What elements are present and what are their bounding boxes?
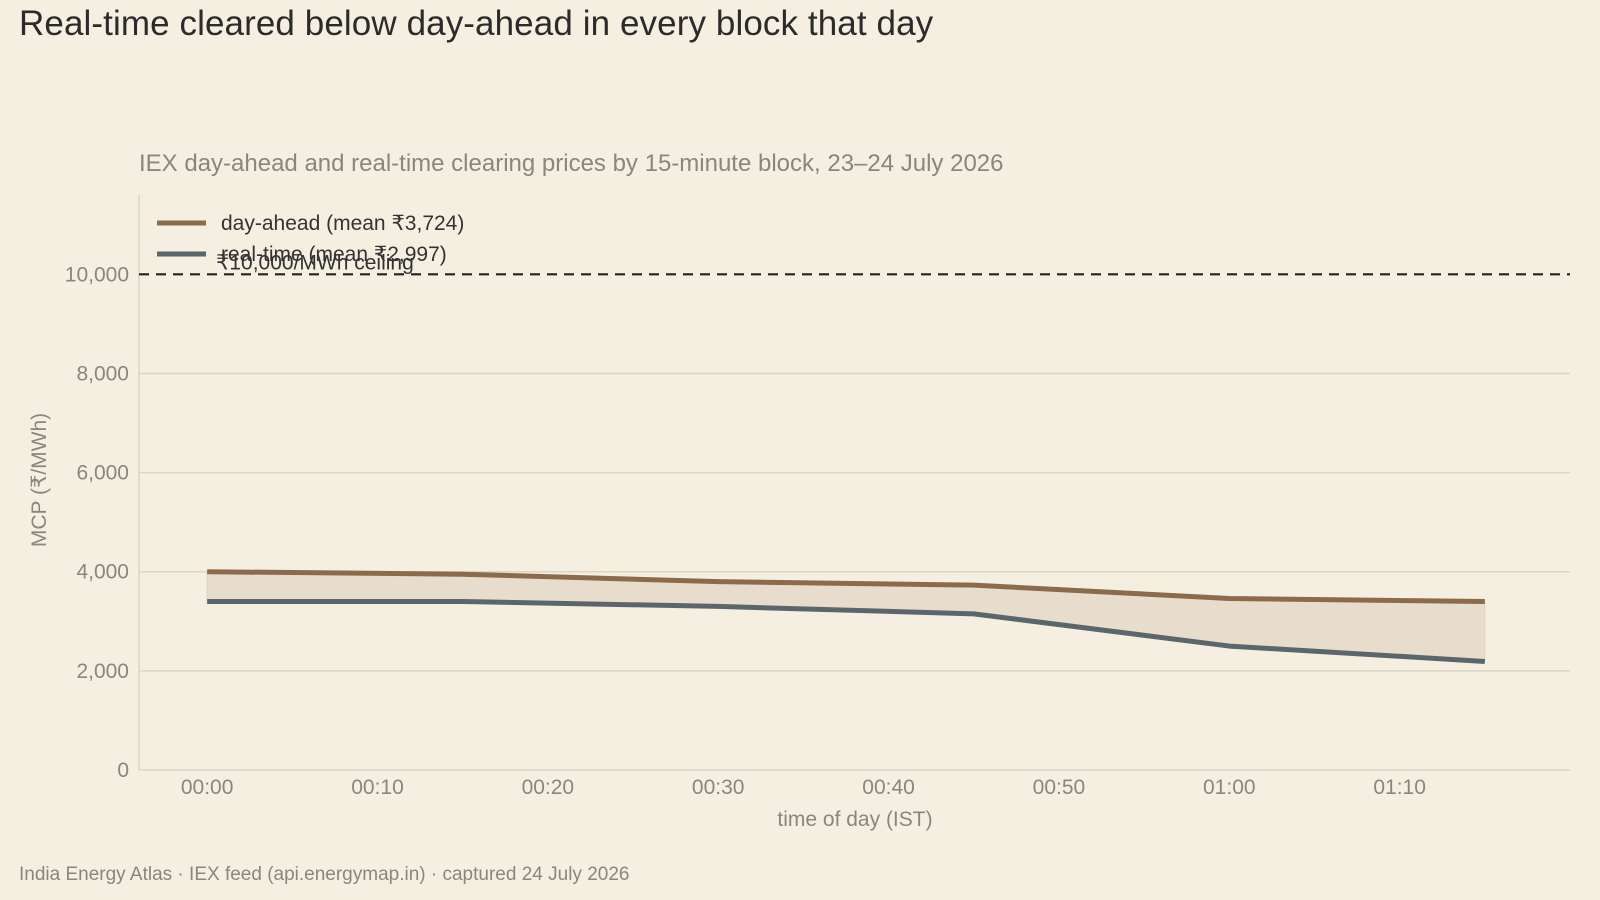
y-tick-label: 4,000 [76, 561, 129, 584]
x-axis-label: time of day (IST) [777, 808, 932, 831]
chart-subtitle: IEX day-ahead and real-time clearing pri… [139, 150, 1004, 177]
plot-area: 0 2,000 4,000 6,000 8,000 10,000 00:00 00:10 00:… [65, 195, 1570, 799]
y-tick-label: 2,000 [76, 660, 129, 683]
y-tick-label: 6,000 [76, 462, 129, 485]
ceiling-label: ₹10,000/MWh ceiling [216, 251, 414, 274]
series-line-real-time [207, 598, 1485, 664]
legend-label-real-time: real-time (mean ₹2,997) [221, 243, 447, 266]
series-line-day-ahead [207, 569, 1485, 604]
x-tick-label: 00:30 [692, 776, 745, 799]
x-tick-label: 00:40 [862, 776, 915, 799]
chart-title: Real-time cleared below day-ahead in eve… [19, 4, 934, 43]
y-tick-label: 10,000 [65, 263, 129, 286]
legend-label-day-ahead: day-ahead (mean ₹3,724) [221, 212, 464, 235]
x-tick-label: 00:20 [522, 776, 575, 799]
source-line: India Energy Atlas · IEX feed (api.energ… [19, 864, 629, 885]
y-tick-label: 0 [117, 759, 129, 782]
x-tick-label: 01:10 [1373, 776, 1426, 799]
y-tick-label: 8,000 [76, 362, 129, 385]
x-tick-label: 00:50 [1033, 776, 1086, 799]
x-tick-label: 00:10 [351, 776, 404, 799]
y-axis-label: MCP (₹/MWh) [28, 413, 51, 547]
x-tick-label: 00:00 [181, 776, 234, 799]
x-tick-label: 01:00 [1203, 776, 1256, 799]
